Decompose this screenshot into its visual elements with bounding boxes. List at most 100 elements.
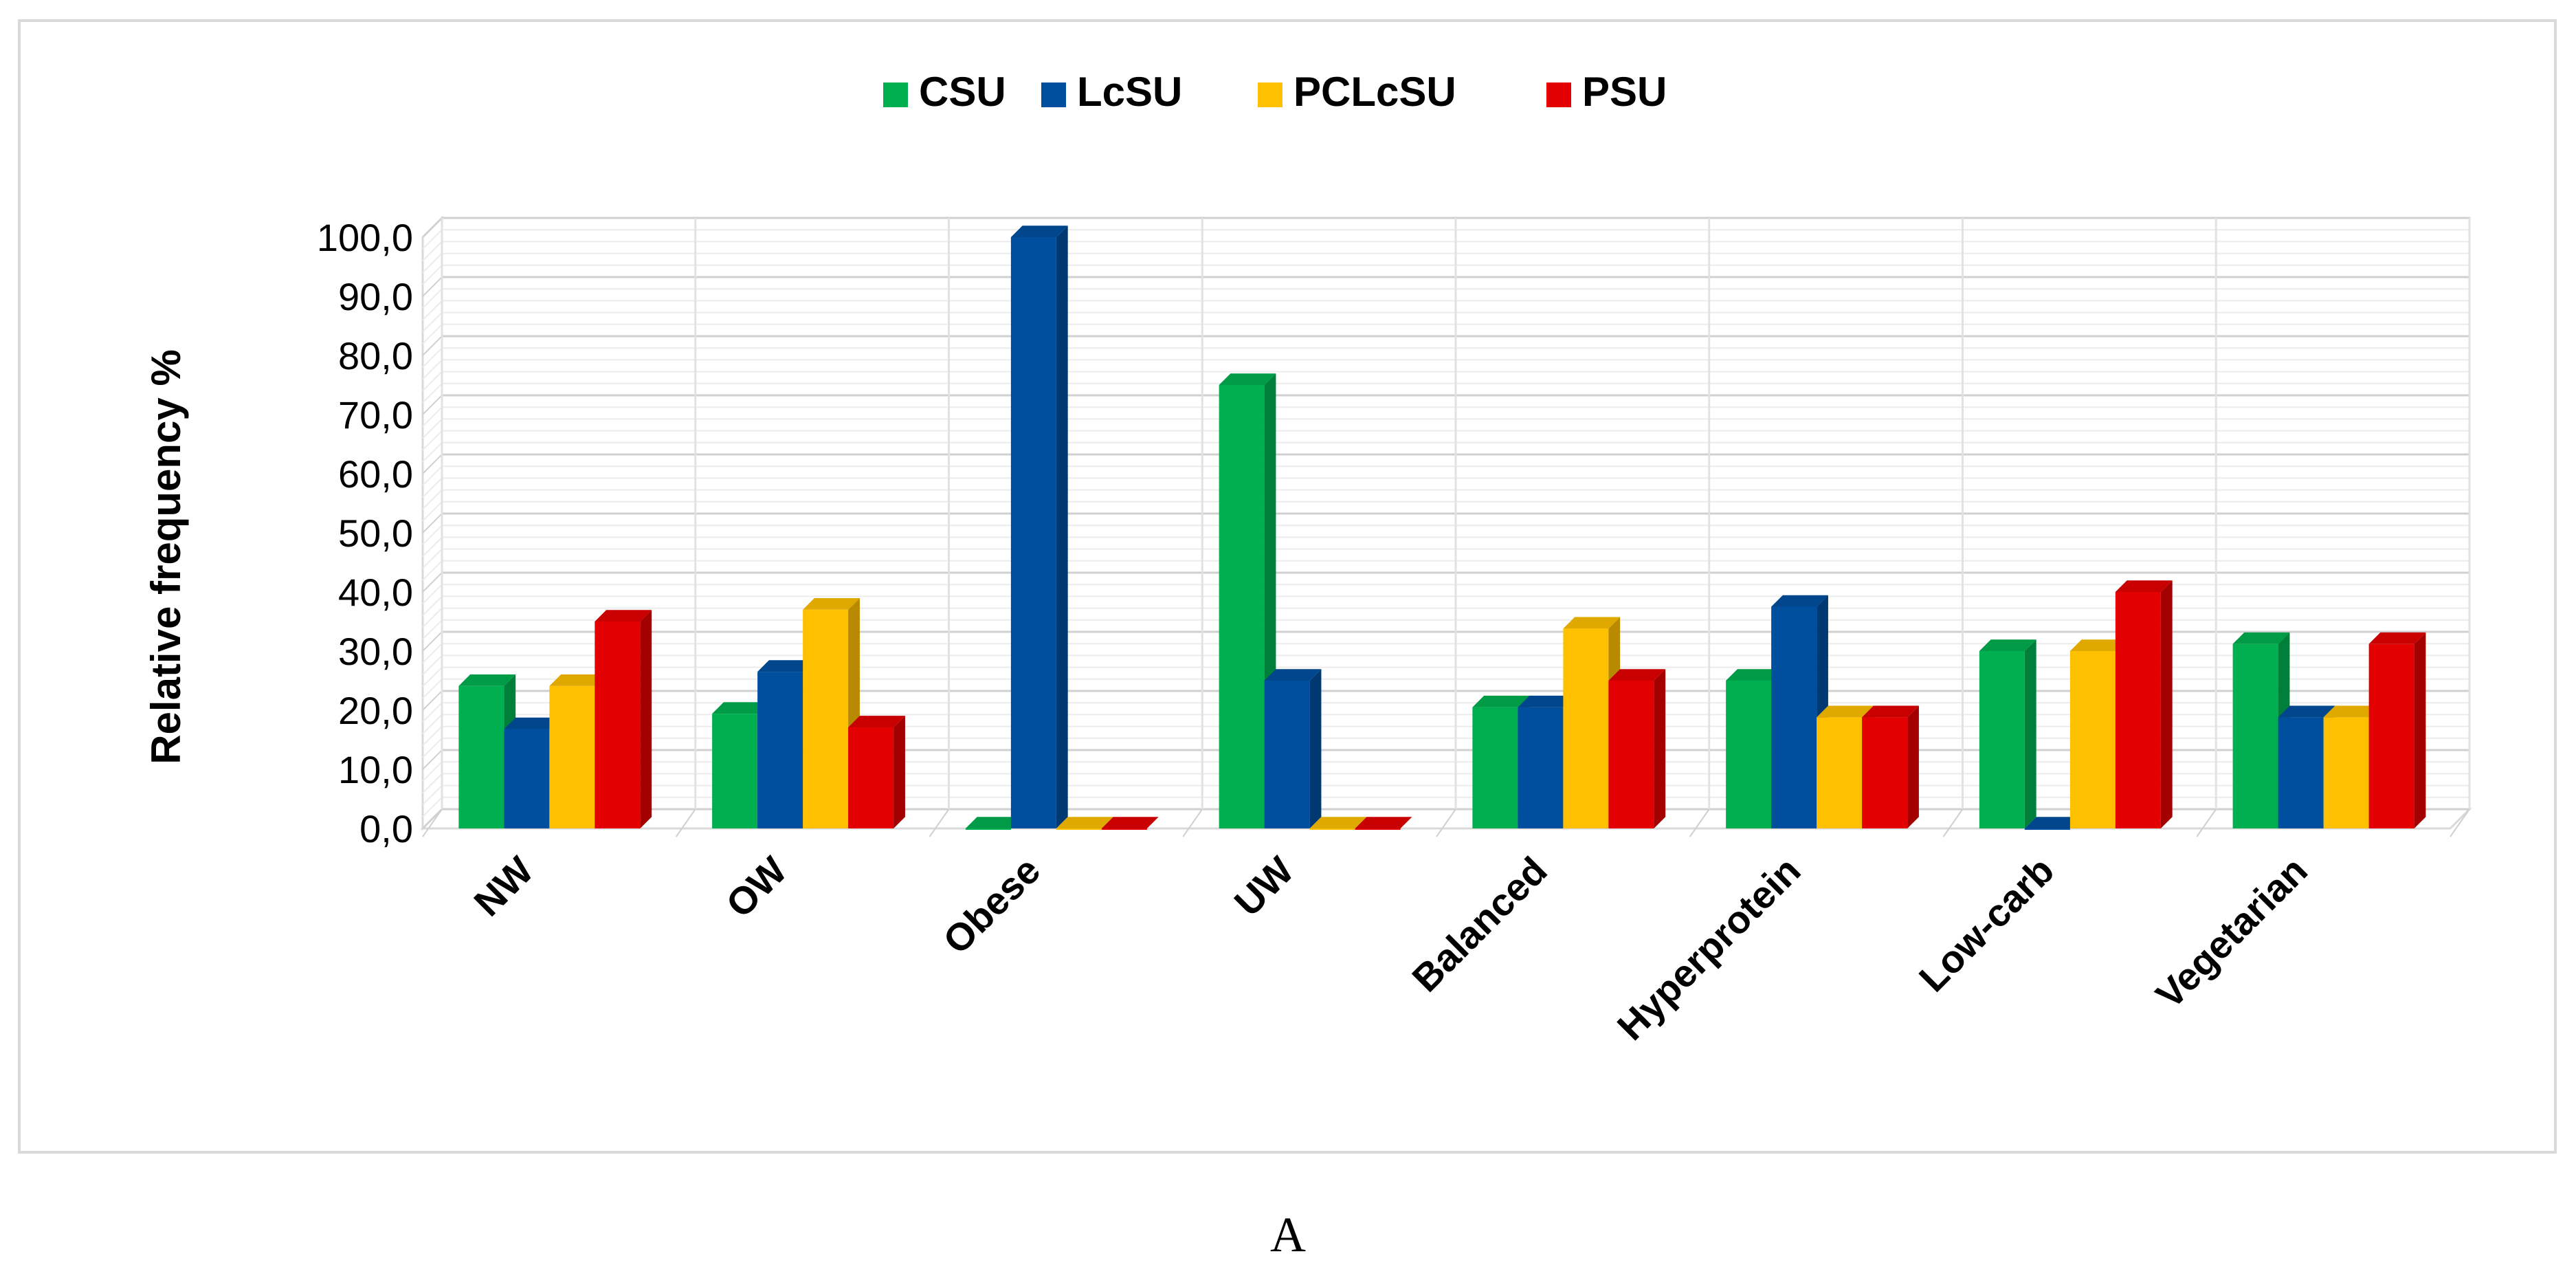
- legend: CSU LcSU PCLcSU PSU: [883, 69, 1667, 115]
- legend-item-pclcsu: PCLcSU: [1258, 69, 1456, 115]
- side-gridline: [422, 536, 443, 558]
- y-tick-label: 10,0: [338, 748, 413, 791]
- floor-divider: [675, 808, 696, 837]
- floor-divider: [929, 808, 950, 837]
- legend-item-psu: PSU: [1546, 69, 1667, 115]
- legend-label: PCLcSU: [1293, 69, 1456, 115]
- side-gridline: [422, 300, 443, 321]
- bar-obese-psu: [1101, 817, 1159, 830]
- bar-uw-psu: [1355, 817, 1412, 830]
- bar-obese-lcsu: [1010, 226, 1068, 828]
- side-gridline: [422, 513, 443, 534]
- y-tick-label: 50,0: [338, 512, 413, 555]
- side-gridline: [422, 418, 443, 439]
- y-tick-label: 80,0: [338, 334, 413, 377]
- floor-divider: [1942, 808, 1964, 837]
- bar-obese-pclcsu: [1056, 817, 1113, 830]
- bar-hyperprotein-psu: [1862, 705, 1919, 828]
- side-gridline: [422, 336, 443, 356]
- side-gridline: [422, 383, 443, 404]
- side-gridline: [422, 252, 443, 274]
- side-gridline: [422, 548, 443, 569]
- y-tick-label: 90,0: [338, 275, 413, 318]
- bar-ow-pclcsu: [803, 598, 860, 828]
- side-gridline: [422, 217, 443, 238]
- side-gridline: [422, 324, 443, 344]
- side-gridline: [422, 738, 443, 758]
- y-tick-label: 60,0: [338, 452, 413, 496]
- side-gridline: [422, 276, 443, 297]
- legend-label: PSU: [1582, 69, 1667, 115]
- side-gridline: [422, 725, 443, 747]
- side-gridline: [422, 395, 443, 415]
- bar-uw-pclcsu: [1309, 817, 1367, 830]
- floor-divider: [2450, 808, 2470, 837]
- side-gridline: [422, 607, 443, 628]
- y-axis-label: Relative frequency %: [143, 349, 189, 764]
- side-gridline: [422, 690, 443, 711]
- bar-uw-lcsu: [1264, 669, 1322, 828]
- legend-item-csu: CSU: [883, 69, 1006, 115]
- side-gridline: [422, 241, 443, 262]
- side-gridline: [422, 347, 443, 368]
- y-tick-label: 100,0: [317, 216, 413, 259]
- floor-divider: [1689, 808, 1710, 837]
- side-gridline: [422, 430, 443, 451]
- side-gridline: [422, 501, 443, 522]
- side-gridline: [422, 525, 443, 545]
- side-gridline: [422, 442, 443, 463]
- bar-vegetarian-psu: [2368, 632, 2426, 828]
- floor-divider: [2196, 808, 2217, 837]
- y-axis-ticks: 0,0 10,0 20,0 30,0 40,0 50,0 60,0 70,0 80,0 90,0 1…: [317, 216, 413, 850]
- side-gridline: [422, 714, 443, 735]
- bar-low-carb-csu: [1979, 639, 2036, 828]
- side-gridline: [422, 679, 443, 699]
- legend-swatch: [883, 82, 908, 107]
- y-tick-label: 40,0: [338, 571, 413, 614]
- side-gridline: [422, 666, 443, 688]
- side-gridline: [422, 654, 443, 676]
- bars: [458, 226, 2426, 830]
- side-gridline: [422, 288, 443, 309]
- y-tick-label: 70,0: [338, 393, 413, 437]
- side-gridline: [422, 761, 443, 782]
- legend-swatch: [1258, 82, 1283, 107]
- bar-nw-psu: [595, 610, 652, 828]
- side-gridline: [422, 619, 443, 640]
- legend-item-lcsu: LcSU: [1041, 69, 1182, 115]
- side-gridline: [422, 808, 443, 829]
- side-gridline: [422, 797, 443, 817]
- side-gridline: [422, 265, 443, 285]
- y-tick-label: 0,0: [359, 807, 413, 850]
- side-gridline: [422, 584, 443, 604]
- legend-swatch: [1546, 82, 1571, 107]
- legend-swatch: [1041, 82, 1066, 107]
- side-gridline: [422, 560, 443, 581]
- side-gridline: [422, 371, 443, 392]
- bar-low-carb-psu: [2115, 580, 2173, 828]
- floor-divider: [422, 808, 443, 837]
- bar-balanced-psu: [1608, 669, 1666, 828]
- side-gridline: [422, 631, 443, 652]
- side-gridline: [422, 454, 443, 474]
- side-gridline: [422, 229, 443, 250]
- floor-divider: [1436, 808, 1456, 837]
- side-gridline: [422, 359, 443, 380]
- legend-label: CSU: [919, 69, 1006, 115]
- bar-low-carb-lcsu: [2024, 817, 2082, 830]
- side-gridline: [422, 643, 443, 663]
- side-gridline: [422, 572, 443, 593]
- floor-divider: [1182, 808, 1203, 837]
- bar-obese-csu: [965, 817, 1023, 830]
- side-gridline: [422, 489, 443, 510]
- legend-label: LcSU: [1077, 69, 1182, 115]
- y-tick-label: 30,0: [338, 630, 413, 673]
- side-gridline: [422, 595, 443, 617]
- side-gridline: [422, 477, 443, 498]
- y-tick-label: 20,0: [338, 689, 413, 732]
- side-gridline: [422, 406, 443, 427]
- side-gridline: [422, 773, 443, 794]
- side-gridline: [422, 311, 443, 333]
- figure-caption: A: [1270, 1207, 1306, 1262]
